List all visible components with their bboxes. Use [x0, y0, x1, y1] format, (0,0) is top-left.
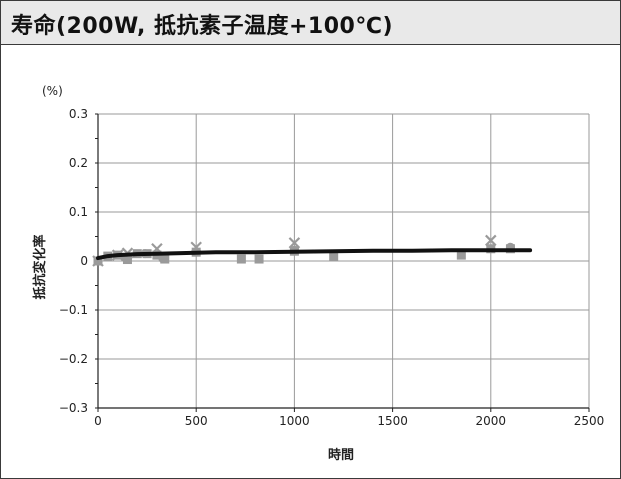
y-unit-label: (%): [42, 84, 63, 98]
data-point-square: [329, 251, 339, 261]
x-tick-label: 500: [185, 414, 208, 428]
y-tick-label: −0.3: [59, 401, 88, 415]
y-axis-label: 抵抗変化率: [32, 234, 48, 299]
data-point-x-stroke: [288, 237, 301, 249]
data-point-square: [254, 254, 264, 264]
data-point-square: [456, 250, 466, 260]
chart-svg: 0.3 0.2 0.1 0 −0.1 −0.2 −0.3 0 500 1000 1500 2000 2…: [32, 84, 604, 463]
chart-title: 寿命(200W, 抵抗素子温度+100℃): [11, 14, 394, 39]
data-point-x-stroke: [485, 234, 497, 247]
data-marks: [92, 234, 533, 267]
y-tick-label: −0.1: [59, 303, 88, 317]
y-tick-label: 0: [80, 254, 88, 268]
x-axis-label: 時間: [328, 447, 354, 463]
data-point-square: [93, 256, 103, 266]
y-tick-labels: 0.3 0.2 0.1 0 −0.1 −0.2 −0.3: [59, 107, 88, 415]
data-point-x: [485, 234, 497, 247]
x-tick-labels: 0 500 1000 1500 2000 2500: [94, 414, 604, 428]
x-tick-label: 2000: [476, 414, 507, 428]
title-bar: 寿命(200W, 抵抗素子温度+100℃): [1, 1, 620, 45]
y-tick-label: 0.2: [69, 156, 88, 170]
x-tick-label: 2500: [574, 414, 605, 428]
data-point-circle: [158, 254, 168, 264]
trend-line: [96, 248, 533, 261]
y-tick-label: −0.2: [59, 352, 88, 366]
grid-lines: [97, 113, 590, 409]
y-tick-label: 0.1: [69, 205, 88, 219]
x-tick-label: 0: [94, 414, 102, 428]
data-point-x: [288, 237, 301, 249]
data-point-square: [236, 254, 246, 264]
x-tick-label: 1000: [279, 414, 310, 428]
x-tick-label: 1500: [377, 414, 408, 428]
y-tick-label: 0.3: [69, 107, 88, 121]
